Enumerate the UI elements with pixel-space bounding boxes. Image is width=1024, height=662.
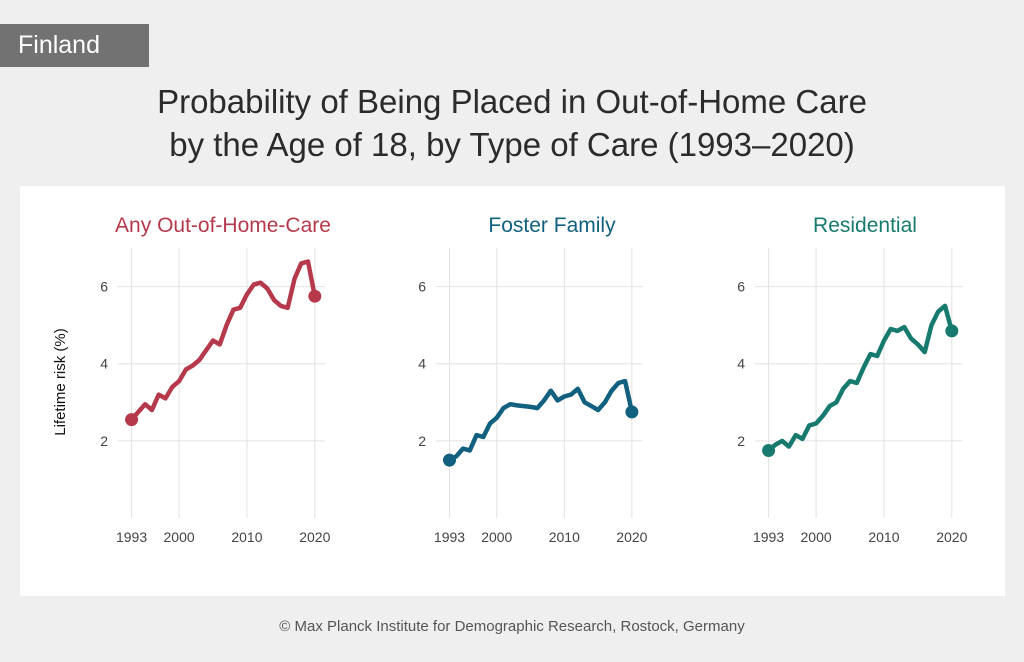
panel-1-x-tick-label: 2010 — [231, 529, 262, 545]
panel-1-start-point — [125, 413, 139, 427]
chart-title-line-1: Probability of Being Placed in Out-of-Ho… — [157, 83, 867, 120]
copyright-footer: © Max Planck Institute for Demographic R… — [279, 618, 745, 635]
panel-3-x-tick-label: 2000 — [801, 529, 832, 545]
panel-2-x-tick-label: 1993 — [434, 529, 465, 545]
panel-3-x-tick-label: 1993 — [753, 529, 784, 545]
panel-1-y-axis-label: Lifetime risk (%) — [52, 328, 69, 436]
panel-1-y-tick-label: 2 — [100, 433, 108, 449]
panel-2-start-point — [443, 453, 457, 467]
panel-3-y-tick-label: 4 — [737, 356, 745, 372]
panel-3-x-tick-label: 2020 — [936, 529, 967, 545]
panel-2-y-tick-label: 6 — [418, 279, 426, 295]
panel-1-y-tick-label: 6 — [100, 279, 108, 295]
panel-1-title: Any Out-of-Home-Care — [115, 214, 331, 237]
panel-3-series-line — [766, 303, 955, 453]
panel-2-x-tick-label: 2020 — [616, 529, 647, 545]
panel-1-y-tick-label: 4 — [100, 356, 108, 372]
panel-1-x-tick-label: 2000 — [164, 529, 195, 545]
panel-3-start-point — [762, 444, 776, 457]
panel-2-y-tick-label: 2 — [418, 433, 426, 449]
country-tag: Finland — [0, 24, 149, 67]
panel-2-x-tick-label: 2000 — [481, 529, 512, 545]
panel-3-y-tick-label: 2 — [737, 433, 745, 449]
chart-title: Probability of Being Placed in Out-of-Ho… — [0, 80, 1024, 166]
panel-1-x-tick-label: 2020 — [299, 529, 330, 545]
panel-1-series-line — [129, 259, 318, 422]
chart-title-line-2: by the Age of 18, by Type of Care (1993–… — [169, 126, 855, 163]
panel-3-end-point — [945, 324, 959, 338]
panel-1-end-point — [308, 289, 322, 303]
panel-3-title: Residential — [813, 214, 917, 237]
panel-2-y-tick-label: 4 — [418, 356, 426, 372]
panel-1-x-tick-label: 1993 — [116, 529, 147, 545]
panel-2-title: Foster Family — [488, 214, 616, 237]
panel-3-y-tick-label: 6 — [737, 279, 745, 295]
panel-2-x-tick-label: 2010 — [549, 529, 580, 545]
panel-2-series-line — [447, 378, 635, 463]
panel-2-end-point — [625, 405, 639, 419]
panel-3-x-tick-label: 2010 — [868, 529, 899, 545]
